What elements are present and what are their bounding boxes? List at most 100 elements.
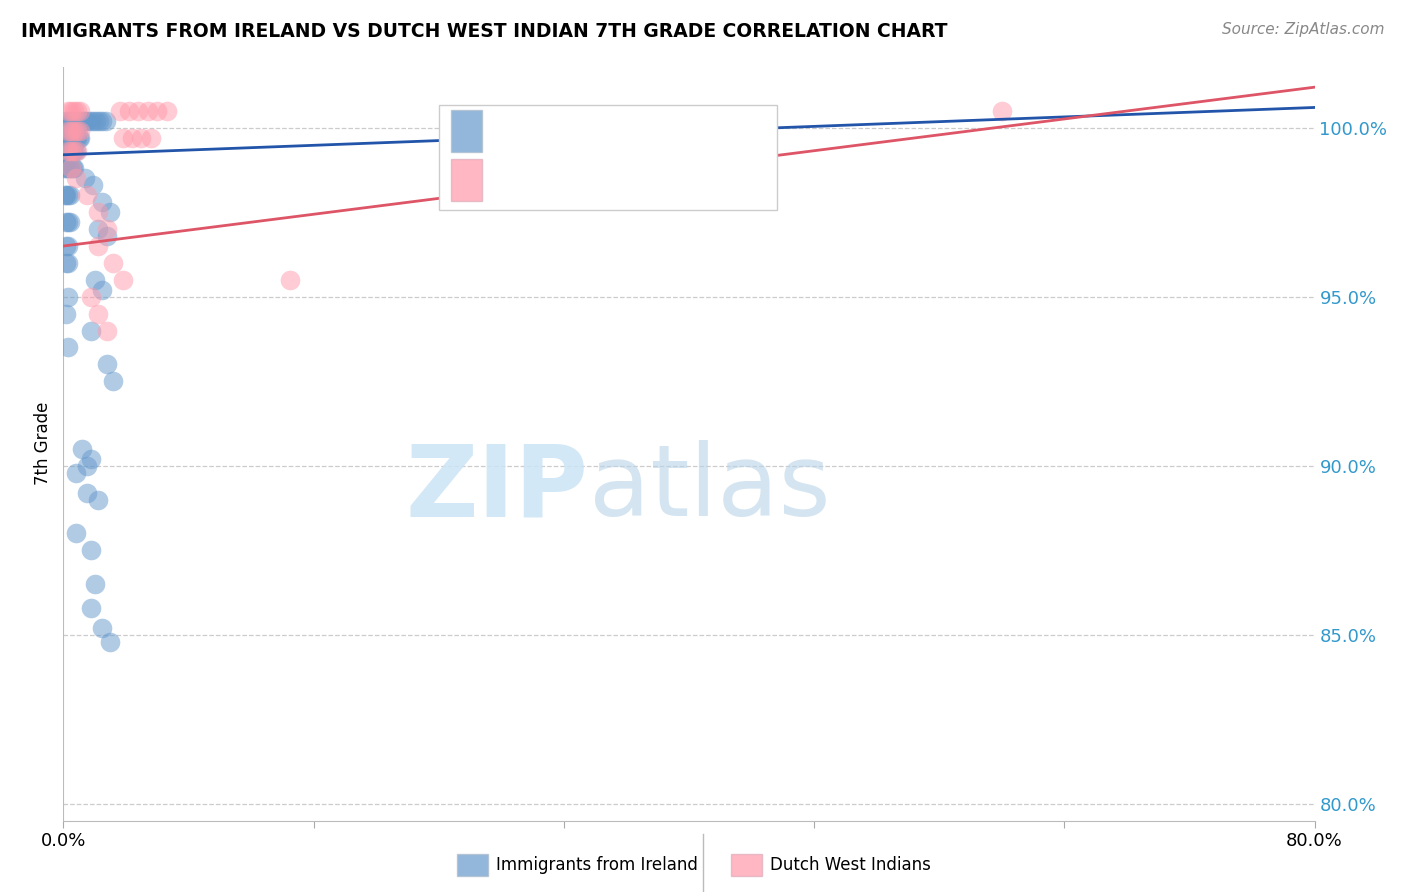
Point <box>96 228 118 243</box>
Point <box>65 114 87 128</box>
Point <box>111 131 134 145</box>
Point <box>65 171 87 186</box>
Point <box>91 621 114 635</box>
Point <box>83 577 105 591</box>
Point <box>60 145 83 159</box>
Point <box>55 161 77 176</box>
Point <box>62 131 84 145</box>
Point <box>91 283 114 297</box>
Point <box>118 103 141 118</box>
Point <box>66 131 89 145</box>
Point <box>103 256 125 270</box>
Text: R =  0.201   N = 81: R = 0.201 N = 81 <box>499 121 703 141</box>
Point <box>55 215 77 229</box>
Point <box>56 188 79 202</box>
Text: ZIP: ZIP <box>406 441 589 538</box>
Point <box>79 114 101 128</box>
Point <box>155 103 177 118</box>
Point <box>60 161 83 176</box>
Point <box>127 103 149 118</box>
Point <box>63 131 86 145</box>
Point <box>55 239 77 253</box>
Point <box>67 131 90 145</box>
FancyBboxPatch shape <box>439 104 776 211</box>
Point <box>56 256 79 270</box>
Point <box>66 114 89 128</box>
Point <box>76 188 98 202</box>
Point <box>69 114 91 128</box>
Point <box>56 114 79 128</box>
Point <box>56 239 79 253</box>
Point <box>58 188 80 202</box>
Point <box>55 307 77 321</box>
Point <box>63 124 86 138</box>
Point <box>131 131 153 145</box>
Point <box>96 357 118 371</box>
Point <box>63 103 86 118</box>
Text: Source: ZipAtlas.com: Source: ZipAtlas.com <box>1222 22 1385 37</box>
Point <box>94 114 117 128</box>
Point <box>98 634 121 648</box>
Point <box>82 178 104 193</box>
Point <box>75 171 97 186</box>
Point <box>58 145 80 159</box>
Point <box>108 103 131 118</box>
Point <box>56 145 79 159</box>
Point <box>80 600 103 615</box>
Point <box>86 222 108 236</box>
Point <box>91 114 114 128</box>
Point <box>111 273 134 287</box>
FancyBboxPatch shape <box>451 160 482 201</box>
Point <box>67 114 90 128</box>
Point <box>56 145 79 159</box>
Point <box>84 114 107 128</box>
Point <box>55 131 77 145</box>
Point <box>60 124 83 138</box>
Point <box>69 124 91 138</box>
Point <box>66 145 89 159</box>
Text: IMMIGRANTS FROM IRELAND VS DUTCH WEST INDIAN 7TH GRADE CORRELATION CHART: IMMIGRANTS FROM IRELAND VS DUTCH WEST IN… <box>21 22 948 41</box>
Point <box>86 239 108 253</box>
Point <box>86 205 108 219</box>
Point <box>76 458 98 473</box>
Point <box>65 526 87 541</box>
Point <box>65 131 87 145</box>
Point <box>136 103 159 118</box>
Point <box>63 145 86 159</box>
Point <box>96 324 118 338</box>
Point <box>80 452 103 467</box>
Point <box>58 131 80 145</box>
Point <box>53 188 76 202</box>
Point <box>55 114 77 128</box>
Point <box>991 103 1014 118</box>
Point <box>60 161 83 176</box>
Text: R =  0.500   N = 38: R = 0.500 N = 38 <box>499 170 703 190</box>
Point <box>56 341 79 355</box>
Point <box>75 114 97 128</box>
Point <box>55 145 77 159</box>
Point <box>56 131 79 145</box>
Point <box>98 205 121 219</box>
Point <box>62 161 84 176</box>
Point <box>55 188 77 202</box>
Point <box>70 114 93 128</box>
Point <box>83 273 105 287</box>
Point <box>63 114 86 128</box>
Point <box>60 103 83 118</box>
Point <box>89 114 111 128</box>
Point <box>91 195 114 210</box>
Point <box>60 145 83 159</box>
Point <box>139 131 162 145</box>
Point <box>63 145 86 159</box>
Point <box>66 103 89 118</box>
Point <box>76 485 98 500</box>
Point <box>70 442 93 456</box>
Point <box>69 103 91 118</box>
Text: atlas: atlas <box>589 441 831 538</box>
Point <box>60 131 83 145</box>
Point <box>96 222 118 236</box>
Text: Dutch West Indians: Dutch West Indians <box>770 856 931 874</box>
Point <box>146 103 169 118</box>
Point <box>62 114 84 128</box>
Point <box>80 324 103 338</box>
